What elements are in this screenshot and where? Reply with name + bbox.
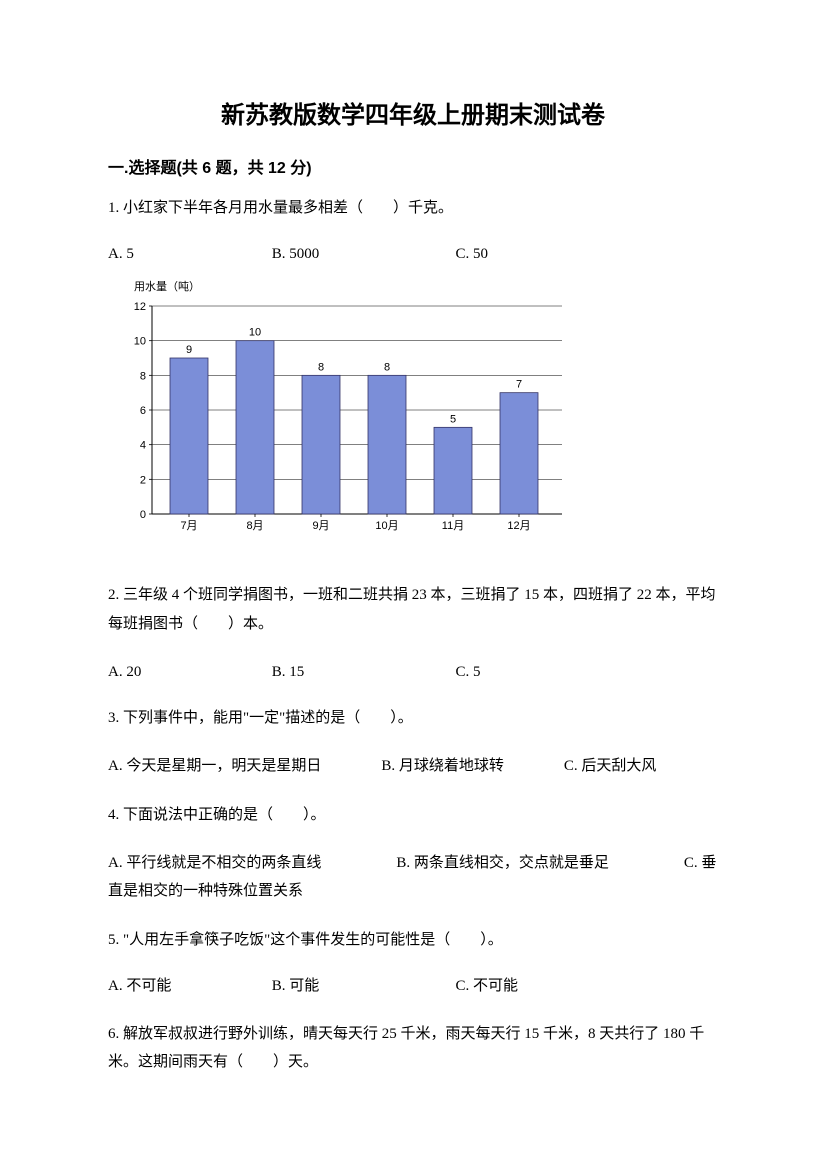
- question-2-options: A. 20 B. 15 C. 5: [108, 660, 718, 684]
- svg-text:8: 8: [318, 361, 324, 373]
- svg-text:6: 6: [140, 405, 146, 417]
- svg-text:7月: 7月: [180, 520, 197, 532]
- svg-text:10: 10: [134, 336, 146, 348]
- question-1-options: A. 5 B. 5000 C. 50: [108, 242, 718, 266]
- svg-text:7: 7: [516, 379, 522, 391]
- svg-text:4: 4: [140, 440, 146, 452]
- svg-text:12月: 12月: [507, 520, 530, 532]
- q4-opt-b: B. 两条直线相交，交点就是垂足: [396, 855, 609, 871]
- q2-opt-a: A. 20: [108, 660, 268, 684]
- svg-text:8: 8: [384, 361, 390, 373]
- svg-text:8: 8: [140, 370, 146, 382]
- q1-opt-a: A. 5: [108, 242, 268, 266]
- q3-opt-c: C. 后天刮大风: [564, 758, 657, 774]
- question-4-options: A. 平行线就是不相交的两条直线 B. 两条直线相交，交点就是垂足 C. 垂直是…: [108, 849, 718, 906]
- q5-opt-c: C. 不可能: [456, 974, 616, 998]
- question-5: 5. "人用左手拿筷子吃饭"这个事件发生的可能性是（ ）。: [108, 928, 718, 952]
- water-usage-chart: 用水量（吨） 02468101297月108月89月810月511月712月: [112, 296, 718, 541]
- q3-opt-a: A. 今天是星期一，明天是星期日: [108, 758, 321, 774]
- q5-opt-a: A. 不可能: [108, 974, 268, 998]
- svg-text:2: 2: [140, 474, 146, 486]
- svg-text:0: 0: [140, 509, 146, 521]
- q2-opt-c: C. 5: [456, 660, 616, 684]
- question-3: 3. 下列事件中，能用"一定"描述的是（ ）。: [108, 706, 718, 730]
- svg-text:10月: 10月: [375, 520, 398, 532]
- svg-text:8月: 8月: [246, 520, 263, 532]
- q5-opt-b: B. 可能: [272, 974, 452, 998]
- page-title: 新苏教版数学四年级上册期末测试卷: [108, 95, 718, 130]
- q1-opt-b: B. 5000: [272, 242, 452, 266]
- question-5-options: A. 不可能 B. 可能 C. 不可能: [108, 974, 718, 998]
- svg-text:10: 10: [249, 327, 261, 339]
- question-4: 4. 下面说法中正确的是（ ）。: [108, 803, 718, 827]
- q2-opt-b: B. 15: [272, 660, 452, 684]
- section-header: 一.选择题(共 6 题，共 12 分): [108, 154, 718, 178]
- q3-opt-b: B. 月球绕着地球转: [381, 758, 504, 774]
- chart-y-axis-label: 用水量（吨）: [134, 278, 200, 294]
- svg-text:9月: 9月: [312, 520, 329, 532]
- svg-text:11月: 11月: [442, 520, 464, 532]
- q1-opt-c: C. 50: [456, 242, 616, 266]
- bar-chart-svg: 0 2 4 6 8 10 12 9 7月 10 8月 8 9月 8 10月 5 11月 7 12月: [112, 296, 572, 536]
- svg-text:9: 9: [186, 344, 192, 356]
- svg-text:5: 5: [450, 413, 456, 425]
- question-1: 1. 小红家下半年各月用水量最多相差（ ）千克。: [108, 196, 718, 220]
- question-6: 6. 解放军叔叔进行野外训练，晴天每天行 25 千米，雨天每天行 15 千米，8…: [108, 1020, 718, 1077]
- svg-text:12: 12: [134, 301, 146, 313]
- question-3-options: A. 今天是星期一，明天是星期日 B. 月球绕着地球转 C. 后天刮大风: [108, 752, 718, 781]
- question-2: 2. 三年级 4 个班同学捐图书，一班和二班共捐 23 本，三班捐了 15 本，…: [108, 581, 718, 638]
- q4-opt-a: A. 平行线就是不相交的两条直线: [108, 855, 321, 871]
